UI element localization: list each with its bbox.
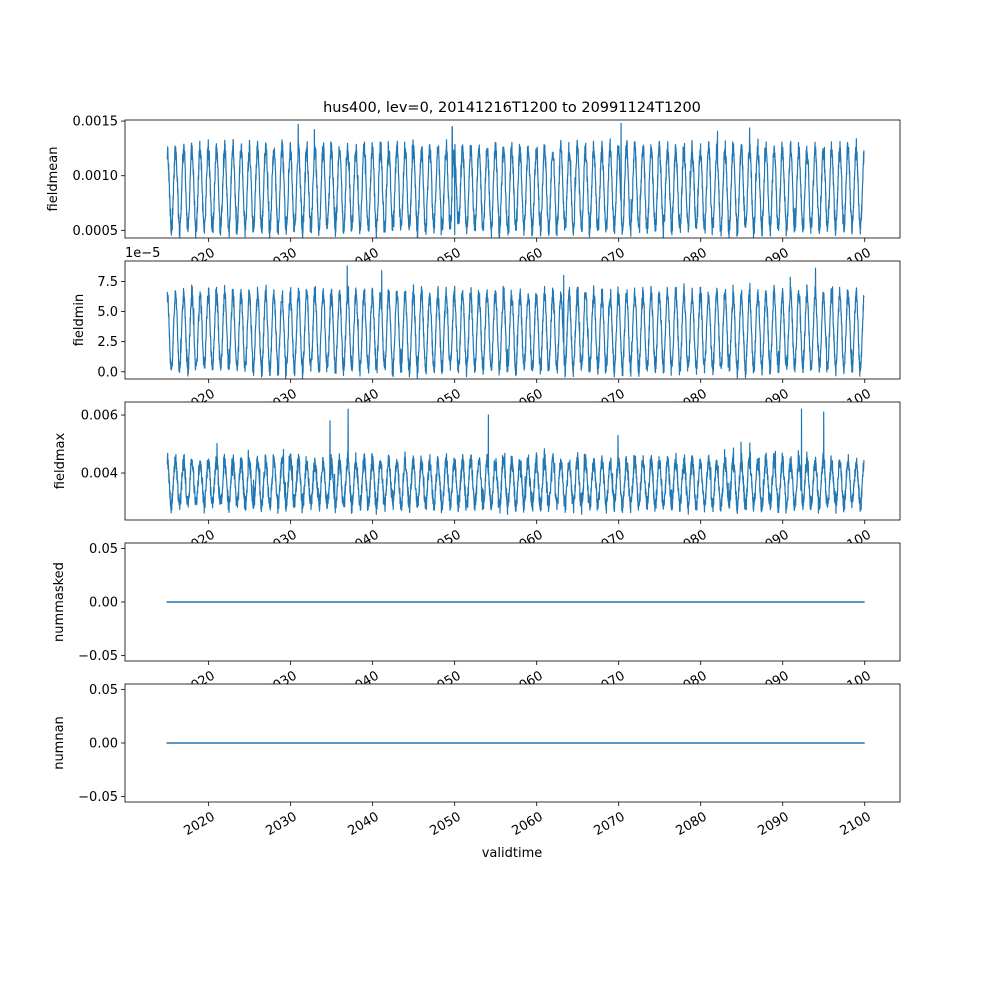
y-axis-label-numnan: numnan	[52, 716, 67, 770]
y-tick-label-fieldmean: 0.0005	[73, 224, 119, 239]
axes-frame-fieldmin	[124, 260, 901, 380]
y-offset-text-fieldmin: 1e−5	[125, 246, 160, 261]
axes-frame-fieldmax	[124, 401, 901, 521]
y-tick-label-fieldmean: 0.0015	[73, 115, 119, 130]
x-axis-label: validtime	[482, 846, 543, 861]
y-tick-label-fieldmax: 0.006	[81, 409, 118, 424]
y-tick-label-nummasked: 0.00	[89, 596, 118, 611]
y-tick-label-nummasked: −0.05	[78, 649, 118, 664]
y-tick-label-numnan: 0.05	[89, 683, 118, 698]
y-tick-label-fieldmean: 0.0010	[73, 169, 119, 184]
y-tick-label-fieldmin: 0.0	[97, 365, 118, 380]
y-tick-label-fieldmin: 5.0	[97, 305, 118, 320]
y-axis-label-fieldmean: fieldmean	[46, 147, 61, 212]
series-line-fieldmax	[166, 408, 865, 516]
series-line-fieldmean	[166, 122, 865, 238]
y-axis-label-fieldmax: fieldmax	[53, 433, 68, 490]
y-tick-label-fieldmax: 0.004	[81, 467, 118, 482]
y-axis-label-fieldmin: fieldmin	[72, 294, 87, 347]
y-tick-label-numnan: −0.05	[78, 790, 118, 805]
y-tick-label-fieldmin: 7.5	[97, 275, 118, 290]
y-tick-label-nummasked: 0.05	[89, 542, 118, 557]
y-tick-label-numnan: 0.00	[89, 737, 118, 752]
figure-title: hus400, lev=0, 20141216T1200 to 20991124…	[323, 100, 701, 116]
y-tick-label-fieldmin: 2.5	[97, 335, 118, 350]
y-axis-label-nummasked: nummasked	[52, 562, 67, 642]
series-line-fieldmin	[166, 265, 865, 379]
axes-frame-fieldmean	[124, 119, 901, 239]
